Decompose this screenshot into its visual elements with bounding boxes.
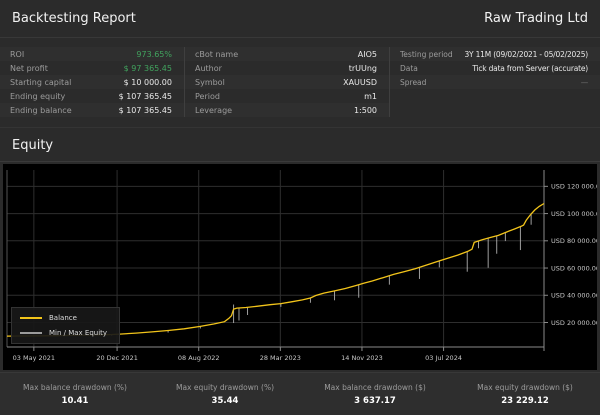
y-tick-label: USD 40 000.00 [551, 292, 597, 300]
stat-value: m1 [364, 91, 377, 101]
stat-value: 23 229.12 [501, 395, 549, 406]
stat-row-roi: ROI 973.65% [0, 47, 184, 61]
x-tick-label: 08 Aug 2022 [178, 354, 220, 362]
equity-chart-canvas: USD 20 000.00 USD 40 000.00 USD 60 000.00 U… [6, 170, 597, 362]
stat-value: 10.41 [61, 395, 89, 406]
broker-name: Raw Trading Ltd [484, 11, 588, 26]
stat-max-equity-drawdown-usd: Max equity drawdown ($) 23 229.12 [450, 383, 600, 406]
stat-row-ending-equity: Ending equity $ 107 365.45 [0, 89, 184, 103]
stat-label: Period [195, 91, 220, 101]
stat-row-ending-balance: Ending balance $ 107 365.45 [0, 103, 184, 117]
stat-label: Symbol [195, 77, 225, 87]
stat-label: Testing period [400, 49, 453, 59]
legend-item-min-max-equity: Min / Max Equity [20, 329, 107, 337]
summary-column-data: Testing period 3Y 11M (09/02/2021 - 05/0… [390, 47, 600, 117]
stat-value: — [580, 77, 589, 87]
stat-value: 1:500 [353, 105, 377, 115]
x-tick-label: 03 Jul 2024 [425, 354, 462, 362]
stat-label: Spread [400, 77, 427, 87]
drawdown-stats-bar: Max balance drawdown (%) 10.41 Max equit… [0, 372, 600, 415]
x-tick-label: 14 Nov 2023 [341, 354, 383, 362]
stat-row-cbot-name: cBot name AIO5 [185, 47, 389, 61]
legend-label: Balance [49, 314, 77, 322]
stat-value: 35.44 [211, 395, 239, 406]
stat-max-balance-drawdown-usd: Max balance drawdown ($) 3 637.17 [300, 383, 450, 406]
equity-chart: USD 20 000.00 USD 40 000.00 USD 60 000.00 U… [3, 164, 597, 370]
stat-value: $ 10 000.00 [123, 77, 172, 87]
stat-label: Max equity drawdown ($) [477, 382, 573, 392]
stat-label: Ending balance [10, 105, 72, 115]
stat-value: XAUUSD [343, 77, 377, 87]
x-tick-label: 03 May 2021 [13, 354, 55, 362]
stat-value: $ 107 365.45 [118, 91, 172, 101]
x-tick-label: 20 Dec 2021 [96, 354, 138, 362]
stat-label: Starting capital [10, 77, 72, 87]
stat-row-period: Period m1 [185, 89, 389, 103]
stat-value: 3 637.17 [354, 395, 396, 406]
page-title: Backtesting Report [12, 11, 136, 26]
stat-value: $ 107 365.45 [118, 105, 172, 115]
stat-row-spread: Spread — [390, 75, 600, 89]
chart-legend: Balance Min / Max Equity [11, 307, 121, 344]
summary-panel: ROI 973.65% Net profit $ 97 365.45 Start… [0, 38, 600, 128]
stat-row-author: Author trUUng [185, 61, 389, 75]
stat-row-leverage: Leverage 1:500 [185, 103, 389, 117]
balance-line [6, 202, 545, 337]
x-tick-label: 28 Mar 2023 [260, 354, 301, 362]
stat-label: Ending equity [10, 91, 66, 101]
stat-label: cBot name [195, 49, 239, 59]
equity-line-swatch [20, 332, 42, 334]
y-tick-label: USD 100 000.00 [551, 210, 597, 218]
stat-label: ROI [10, 49, 25, 59]
legend-label: Min / Max Equity [49, 329, 108, 337]
stat-label: Max equity drawdown (%) [175, 382, 275, 392]
legend-item-balance: Balance [20, 314, 107, 322]
stat-value: Tick data from Server (accurate) [472, 63, 588, 73]
report-header: Backtesting Report Raw Trading Ltd [0, 0, 600, 38]
y-tick-label: USD 80 000.00 [551, 237, 597, 245]
y-tick-label: USD 60 000.00 [551, 264, 597, 272]
stat-label: Author [195, 63, 222, 73]
stat-row-data-source: Data Tick data from Server (accurate) [390, 61, 600, 75]
stat-value: trUUng [348, 63, 377, 73]
summary-column-account: ROI 973.65% Net profit $ 97 365.45 Start… [0, 47, 185, 117]
y-tick-label: USD 20 000.00 [551, 319, 597, 327]
balance-line-swatch [20, 317, 42, 319]
y-tick-label: USD 120 000.00 [551, 183, 597, 191]
stat-label: Leverage [195, 105, 233, 115]
summary-column-bot: cBot name AIO5 Author trUUng Symbol XAUU… [185, 47, 390, 117]
stat-row-net-profit: Net profit $ 97 365.45 [0, 61, 184, 75]
stat-row-testing-period: Testing period 3Y 11M (09/02/2021 - 05/0… [390, 47, 600, 61]
stat-max-equity-drawdown-pct: Max equity drawdown (%) 35.44 [150, 383, 300, 406]
section-title-equity: Equity [0, 128, 600, 162]
stat-label: Net profit [10, 63, 48, 73]
stat-label: Max balance drawdown (%) [23, 382, 127, 392]
stat-value: $ 97 365.45 [123, 63, 172, 73]
stat-label: Max balance drawdown ($) [324, 382, 426, 392]
stat-row-symbol: Symbol XAUUSD [185, 75, 389, 89]
stat-label: Data [400, 63, 418, 73]
stat-value: 3Y 11M (09/02/2021 - 05/02/2025) [464, 49, 588, 59]
stat-value: AIO5 [357, 49, 377, 59]
stat-value: 973.65% [136, 49, 172, 59]
stat-max-balance-drawdown-pct: Max balance drawdown (%) 10.41 [0, 383, 150, 406]
stat-row-starting-capital: Starting capital $ 10 000.00 [0, 75, 184, 89]
